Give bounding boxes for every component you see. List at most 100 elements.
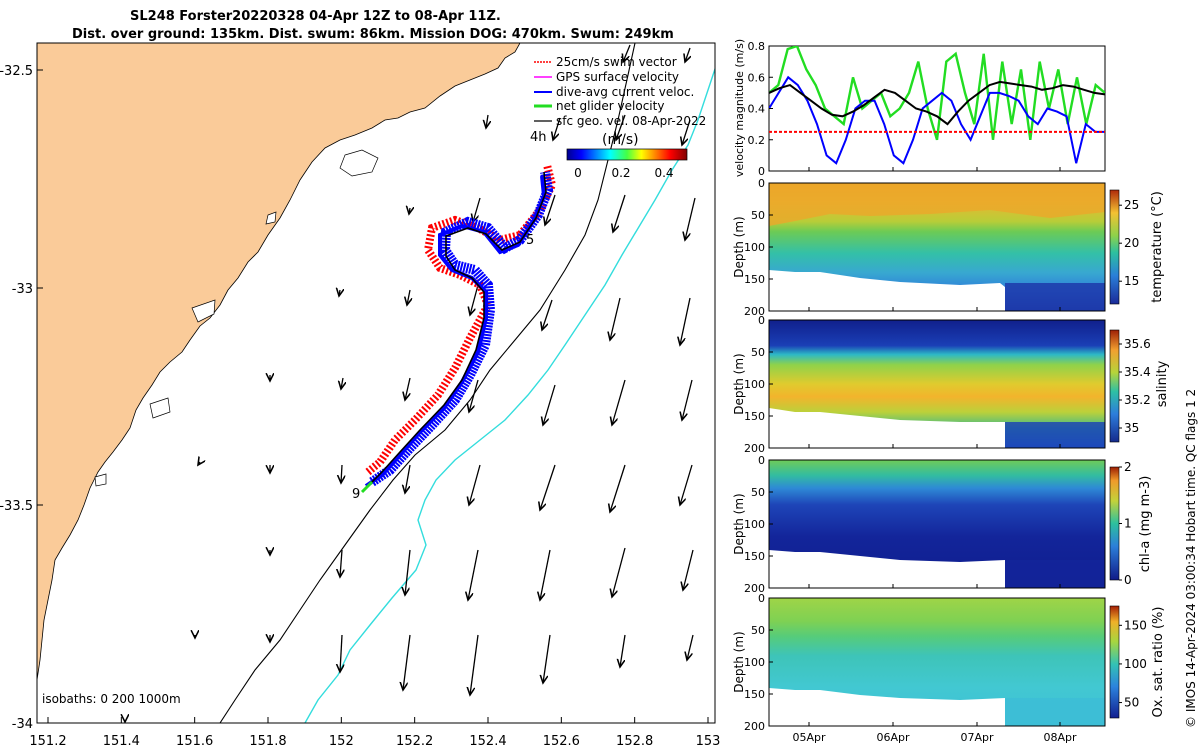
net-glider-velocity xyxy=(360,480,374,494)
temperature-panel: 0 50 100 150 200 Depth (m) 15 20 25 temperatur… xyxy=(732,177,1165,318)
swim-vectors xyxy=(365,164,557,476)
depth-tick-label: 50 xyxy=(751,346,765,359)
temperature-warm-layer xyxy=(769,183,1105,226)
chart-title-line1: SL248 Forster20220328 04-Apr 12Z to 08-A… xyxy=(130,9,501,24)
map-x-tick-label: 151.2 xyxy=(29,734,66,749)
depth-tick-label: 150 xyxy=(744,688,765,701)
map-y-axis: -32.5 -33 -33.5 -34 xyxy=(0,64,43,732)
colorbar-tick-label: 35.4 xyxy=(1124,365,1151,379)
velocity-panel: 0 0.2 0.4 0.6 0.8 velocity magnitude (m/s) xyxy=(733,39,1106,178)
salinity-y-label: Depth (m) xyxy=(732,353,746,414)
colorbar-tick-label: 150 xyxy=(1124,618,1147,632)
legend-entry: dive-avg current veloc. xyxy=(556,85,694,99)
depth-tick-label: 150 xyxy=(744,410,765,423)
velocity-axes xyxy=(768,45,1106,172)
time-label: 4h xyxy=(530,130,547,145)
map-x-tick-label: 152.4 xyxy=(469,734,506,749)
colorbar-tick: 0 xyxy=(574,166,582,180)
map-x-tick-label: 153 xyxy=(696,734,720,749)
map-x-tick-label: 152.6 xyxy=(543,734,580,749)
velocity-y-tick-label: 0.6 xyxy=(748,71,766,84)
isobaths-label: isobaths: 0 200 1000m xyxy=(42,692,181,706)
map-y-tick-label: -33.5 xyxy=(0,499,33,514)
map-x-axis: 151.2 151.4 151.6 151.8 152 152.2 152.4 152.6 15… xyxy=(29,717,720,749)
lake xyxy=(94,473,107,487)
map-x-tick-label: 151.4 xyxy=(103,734,140,749)
oxygen-colorbar-label: Ox. sat. ratio (%) xyxy=(1151,607,1166,718)
colorbar-tick-label: 25 xyxy=(1124,198,1139,212)
colorbar-tick-label: 20 xyxy=(1124,236,1139,250)
depth-tick-label: 100 xyxy=(744,378,765,391)
colorbar-tick-label: 15 xyxy=(1124,274,1139,288)
velocity-y-tick-label: 0 xyxy=(758,165,765,178)
series-line-dive-avg-current-veloc- xyxy=(769,75,1105,165)
credit-text: © IMOS 14-Apr-2024 03:00:34 Hobart time.… xyxy=(1184,388,1198,728)
land-mass xyxy=(37,43,521,681)
depth-tick-label: 200 xyxy=(744,442,765,455)
salinity-colorbar xyxy=(1109,329,1120,443)
depth-tick-label: 200 xyxy=(744,720,765,733)
oxygen-field xyxy=(769,598,1105,726)
salinity-colorbar-label: salinity xyxy=(1155,360,1170,407)
depth-tick-label: 0 xyxy=(758,454,765,467)
salinity-colorbar-ticks: 35 35.2 35.4 35.6 xyxy=(1119,337,1151,435)
chl-colorbar xyxy=(1109,466,1120,581)
temperature-colorbar xyxy=(1109,189,1120,305)
legend-entry: sfc geo. vel. 08-Apr-2022 xyxy=(556,114,706,128)
time-tick-label: 05Apr xyxy=(792,731,826,744)
chart-title-line2: Dist. over ground: 135km. Dist. swum: 86… xyxy=(72,27,674,42)
map-x-tick-label: 151.6 xyxy=(176,734,213,749)
day-marker: 9 xyxy=(352,487,360,502)
depth-tick-label: 50 xyxy=(751,486,765,499)
time-tick-label: 08Apr xyxy=(1043,731,1077,744)
depth-tick-label: 0 xyxy=(758,314,765,327)
lake xyxy=(149,397,171,419)
chl-y-label: Depth (m) xyxy=(732,493,746,554)
colorbar-tick-label: 50 xyxy=(1124,696,1139,710)
salinity-deep-profiles xyxy=(1005,422,1105,448)
legend-entry: net glider velocity xyxy=(556,99,664,113)
chl-colorbar-label: chl-a (mg m-3) xyxy=(1138,476,1153,573)
salinity-y-axis: 0 50 100 150 200 xyxy=(744,314,773,455)
temperature-colorbar-ticks: 15 20 25 xyxy=(1119,198,1139,288)
oxygen-panel: 0 50 100 150 200 Depth (m) 50 100 150 Ox. sat.… xyxy=(732,592,1166,733)
temperature-colorbar-label: temperature (°C) xyxy=(1150,191,1165,303)
lake xyxy=(265,211,277,225)
colorbar-tick-label: 35.6 xyxy=(1124,337,1151,351)
map-y-tick-label: -32.5 xyxy=(0,64,33,79)
depth-tick-label: 100 xyxy=(744,241,765,254)
depth-tick-label: 100 xyxy=(744,518,765,531)
oxygen-y-axis: 0 50 100 150 200 xyxy=(744,592,773,733)
speed-colorbar xyxy=(566,148,688,161)
colorbar-tick-label: 2 xyxy=(1124,460,1132,474)
isobath-200m xyxy=(219,43,636,723)
colorbar-tick-label: 35.2 xyxy=(1124,393,1151,407)
depth-tick-label: 150 xyxy=(744,550,765,563)
depth-tick-label: 100 xyxy=(744,656,765,669)
series-line-sfc-geo-vel- xyxy=(769,80,1105,126)
oxygen-colorbar xyxy=(1109,605,1120,719)
colorbar-tick-label: 100 xyxy=(1124,657,1147,671)
lake xyxy=(191,299,216,323)
velocity-y-label: velocity magnitude (m/s) xyxy=(733,39,746,177)
lake xyxy=(339,149,379,177)
velocity-y-tick-label: 0.4 xyxy=(748,103,766,116)
chl-deep-profiles xyxy=(1005,560,1105,588)
chl-colorbar-ticks: 0 1 2 xyxy=(1119,460,1132,587)
legend-entry: 25cm/s swim vector xyxy=(556,55,677,69)
oxygen-deep-profiles xyxy=(1005,698,1105,726)
chl-y-axis: 0 50 100 150 200 xyxy=(744,454,773,595)
legend-entry: GPS surface velocity xyxy=(556,70,679,84)
map-legend: 25cm/s swim vector GPS surface velocity … xyxy=(534,55,706,128)
temperature-y-axis: 0 50 100 150 200 xyxy=(744,177,773,318)
salinity-field xyxy=(769,320,1105,448)
temperature-y-label: Depth (m) xyxy=(732,216,746,277)
time-tick-label: 07Apr xyxy=(960,731,994,744)
time-axis: 05Apr 06Apr 07Apr 08Apr xyxy=(792,167,1077,744)
map-frame xyxy=(36,42,716,724)
temperature-deep-profiles xyxy=(1005,283,1105,311)
depth-tick-label: 50 xyxy=(751,209,765,222)
depth-tick-label: 150 xyxy=(744,273,765,286)
map-y-tick-label: -34 xyxy=(12,717,33,732)
colorbar-tick: 0.2 xyxy=(611,166,630,180)
